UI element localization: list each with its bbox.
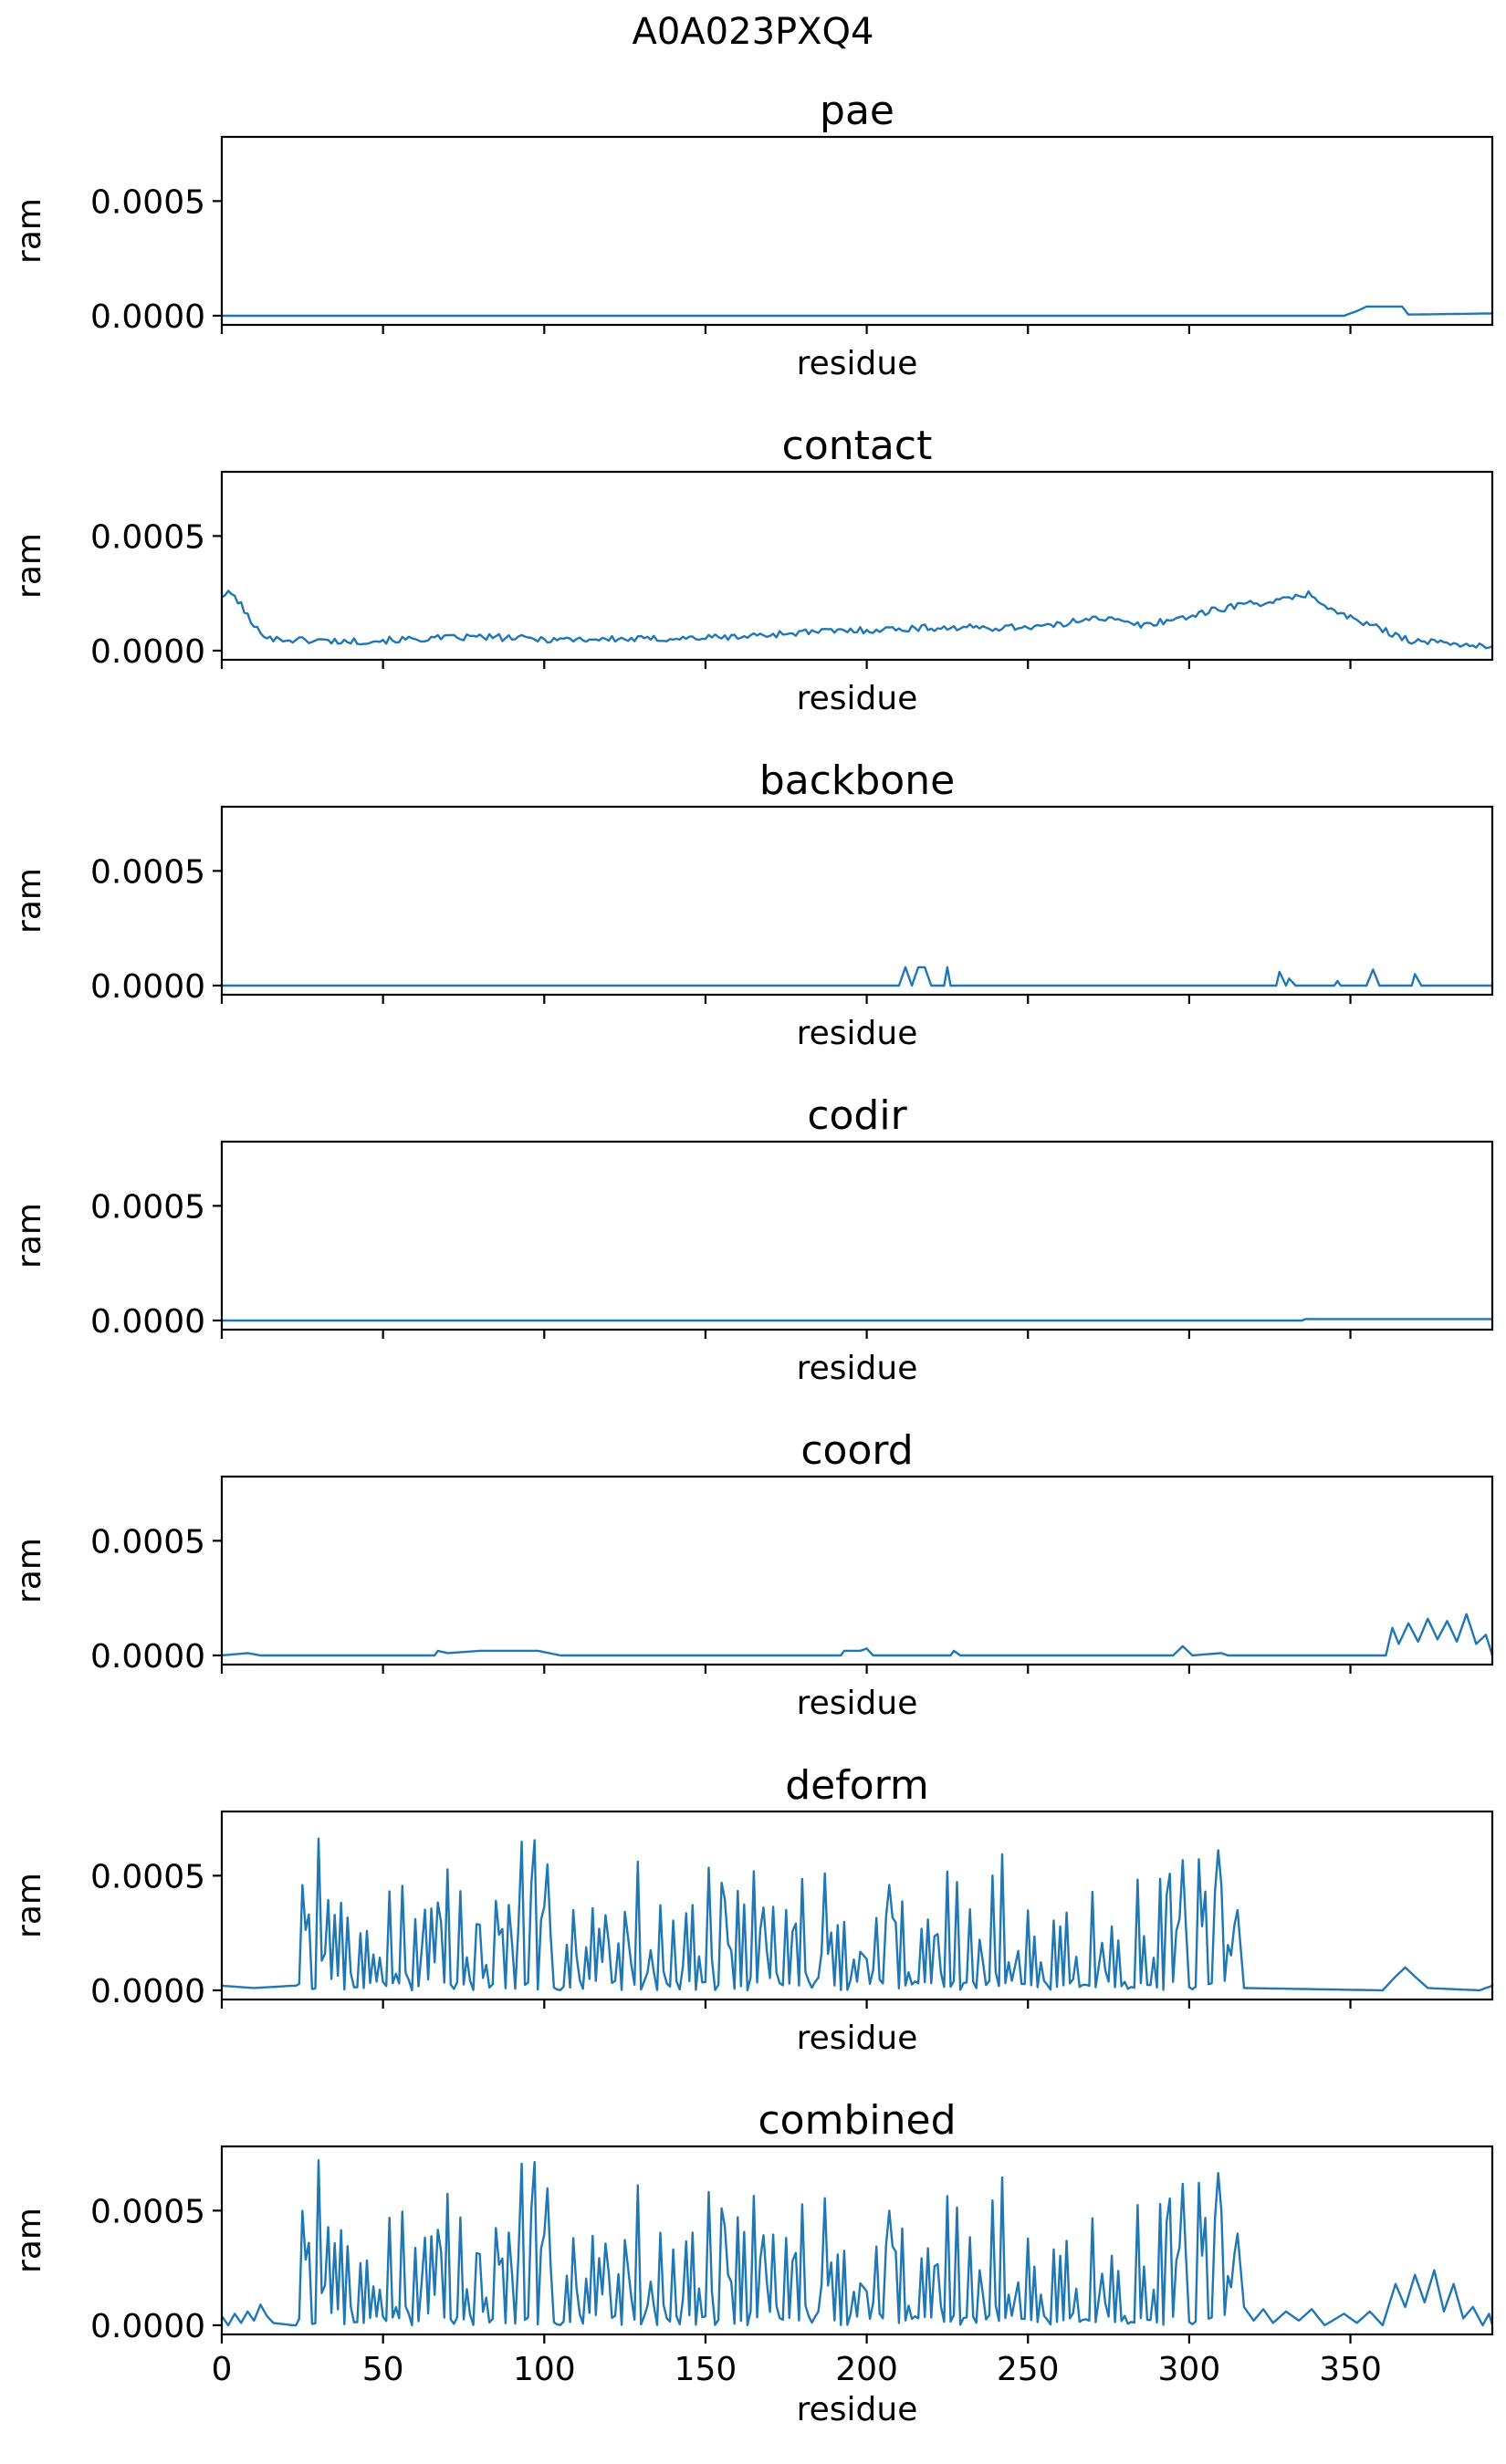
- y-axis-label: ram: [11, 1873, 48, 1938]
- plot-frame: [220, 470, 1494, 662]
- y-tick-label: 0.0005: [90, 1858, 205, 1895]
- subplot-codir: codir 0.0000 0.0005 residue ram: [11, 1092, 1494, 1387]
- plot-frame: [220, 805, 1494, 997]
- y-tick-label: 0.0000: [90, 1638, 205, 1676]
- x-axis-label: residue: [797, 1685, 918, 1722]
- subplot-title: backbone: [759, 757, 955, 804]
- plot-frame: [220, 2145, 1494, 2336]
- y-axis-label: ram: [11, 533, 48, 599]
- x-axis-label: residue: [797, 345, 918, 382]
- subplot-title: contact: [782, 423, 933, 469]
- x-tick-label: 50: [362, 2351, 404, 2388]
- figure-title: A0A023PXQ4: [633, 11, 874, 53]
- y-axis-label: ram: [11, 868, 48, 934]
- x-tick-label: 150: [675, 2351, 737, 2388]
- y-axis-label: ram: [11, 198, 48, 264]
- series-line: [222, 1318, 1492, 1322]
- x-tick-label: 250: [997, 2351, 1060, 2388]
- series-line: [222, 966, 1492, 987]
- x-tick-label: 100: [513, 2351, 576, 2388]
- y-tick-label: 0.0000: [90, 633, 205, 671]
- subplot-title: coord: [800, 1427, 913, 1474]
- y-axis-label: ram: [11, 1538, 48, 1603]
- x-axis-label: residue: [797, 2020, 918, 2057]
- series-line: [222, 590, 1492, 650]
- x-axis-label: residue: [797, 680, 918, 717]
- x-tick-label: 300: [1158, 2351, 1221, 2388]
- y-axis-label: ram: [11, 1203, 48, 1269]
- subplot-stack: pae 0.0000 0.0005 residue ram contact 0.0000 0.…: [11, 88, 1494, 2428]
- x-axis-label: residue: [797, 2391, 918, 2428]
- y-tick-label: 0.0000: [90, 2308, 205, 2345]
- series-line: [222, 1613, 1492, 1657]
- subplot-title: pae: [820, 88, 894, 134]
- plot-frame: [220, 1140, 1494, 1331]
- subplot-contact: contact 0.0000 0.0005 residue ram: [11, 423, 1494, 717]
- x-axis-label: residue: [797, 1015, 918, 1052]
- x-tick-label: 350: [1319, 2351, 1382, 2388]
- y-tick-label: 0.0000: [90, 1973, 205, 2010]
- subplot-backbone: backbone 0.0000 0.0005 residue ram: [11, 757, 1494, 1052]
- y-tick-label: 0.0000: [90, 298, 205, 336]
- y-axis-label: ram: [11, 2208, 48, 2273]
- series-line: [222, 2159, 1492, 2327]
- y-tick-label: 0.0005: [90, 518, 205, 556]
- subplot-pae: pae 0.0000 0.0005 residue ram: [11, 88, 1494, 382]
- subplot-title: combined: [758, 2097, 956, 2144]
- y-tick-label: 0.0005: [90, 2193, 205, 2230]
- y-tick-label: 0.0000: [90, 968, 205, 1006]
- y-tick-label: 0.0005: [90, 853, 205, 891]
- y-tick-label: 0.0005: [90, 1523, 205, 1561]
- series-line: [222, 1837, 1492, 1992]
- series-line: [222, 305, 1492, 318]
- y-tick-label: 0.0005: [90, 183, 205, 221]
- y-tick-label: 0.0000: [90, 1303, 205, 1341]
- plot-frame: [220, 1475, 1494, 1666]
- subplot-title: deform: [785, 1762, 929, 1809]
- x-axis-label: residue: [797, 1350, 918, 1387]
- plot-frame: [220, 135, 1494, 327]
- subplot-combined: combined 0.0000 0.0005 0 50 100 150 200 250 300 35…: [11, 2097, 1494, 2428]
- y-tick-label: 0.0005: [90, 1188, 205, 1226]
- subplot-title: codir: [807, 1092, 907, 1139]
- plot-frame: [220, 1810, 1494, 2001]
- x-tick-label: 200: [835, 2351, 898, 2388]
- x-tick-label: 0: [212, 2351, 233, 2388]
- subplot-coord: coord 0.0000 0.0005 residue ram: [11, 1427, 1494, 1722]
- subplot-deform: deform 0.0000 0.0005 residue ram: [11, 1762, 1494, 2057]
